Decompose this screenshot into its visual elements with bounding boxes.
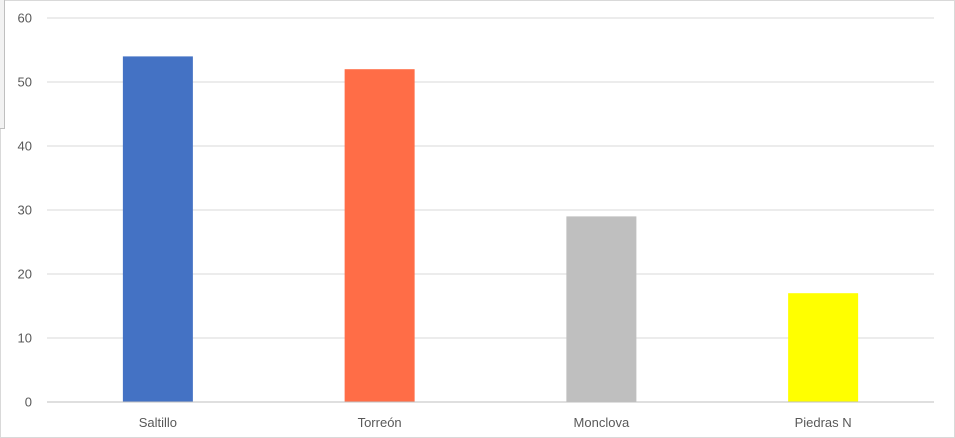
y-tick-label: 0 <box>25 395 32 410</box>
y-tick-label: 10 <box>18 331 32 346</box>
bars <box>122 56 859 403</box>
y-tick-label: 60 <box>18 11 32 26</box>
x-category-label: Torreón <box>358 415 402 430</box>
x-category-label: Saltillo <box>139 415 177 430</box>
x-category-label: Piedras N <box>795 415 852 430</box>
x-category-label: Monclova <box>574 415 630 430</box>
y-axis-tick-labels: 0 10 20 30 40 50 60 <box>18 11 32 410</box>
panel-edge <box>0 0 5 129</box>
bar-monclova <box>566 216 637 402</box>
bar-piedras-n <box>788 293 859 402</box>
bar-torre-n <box>344 69 415 402</box>
y-tick-label: 30 <box>18 203 32 218</box>
gridlines <box>47 17 934 339</box>
x-axis-category-labels: Saltillo Torreón Monclova Piedras N <box>139 415 852 430</box>
y-tick-label: 50 <box>18 75 32 90</box>
y-tick-label: 20 <box>18 267 32 282</box>
y-tick-label: 40 <box>18 139 32 154</box>
bar-saltillo <box>122 56 193 403</box>
